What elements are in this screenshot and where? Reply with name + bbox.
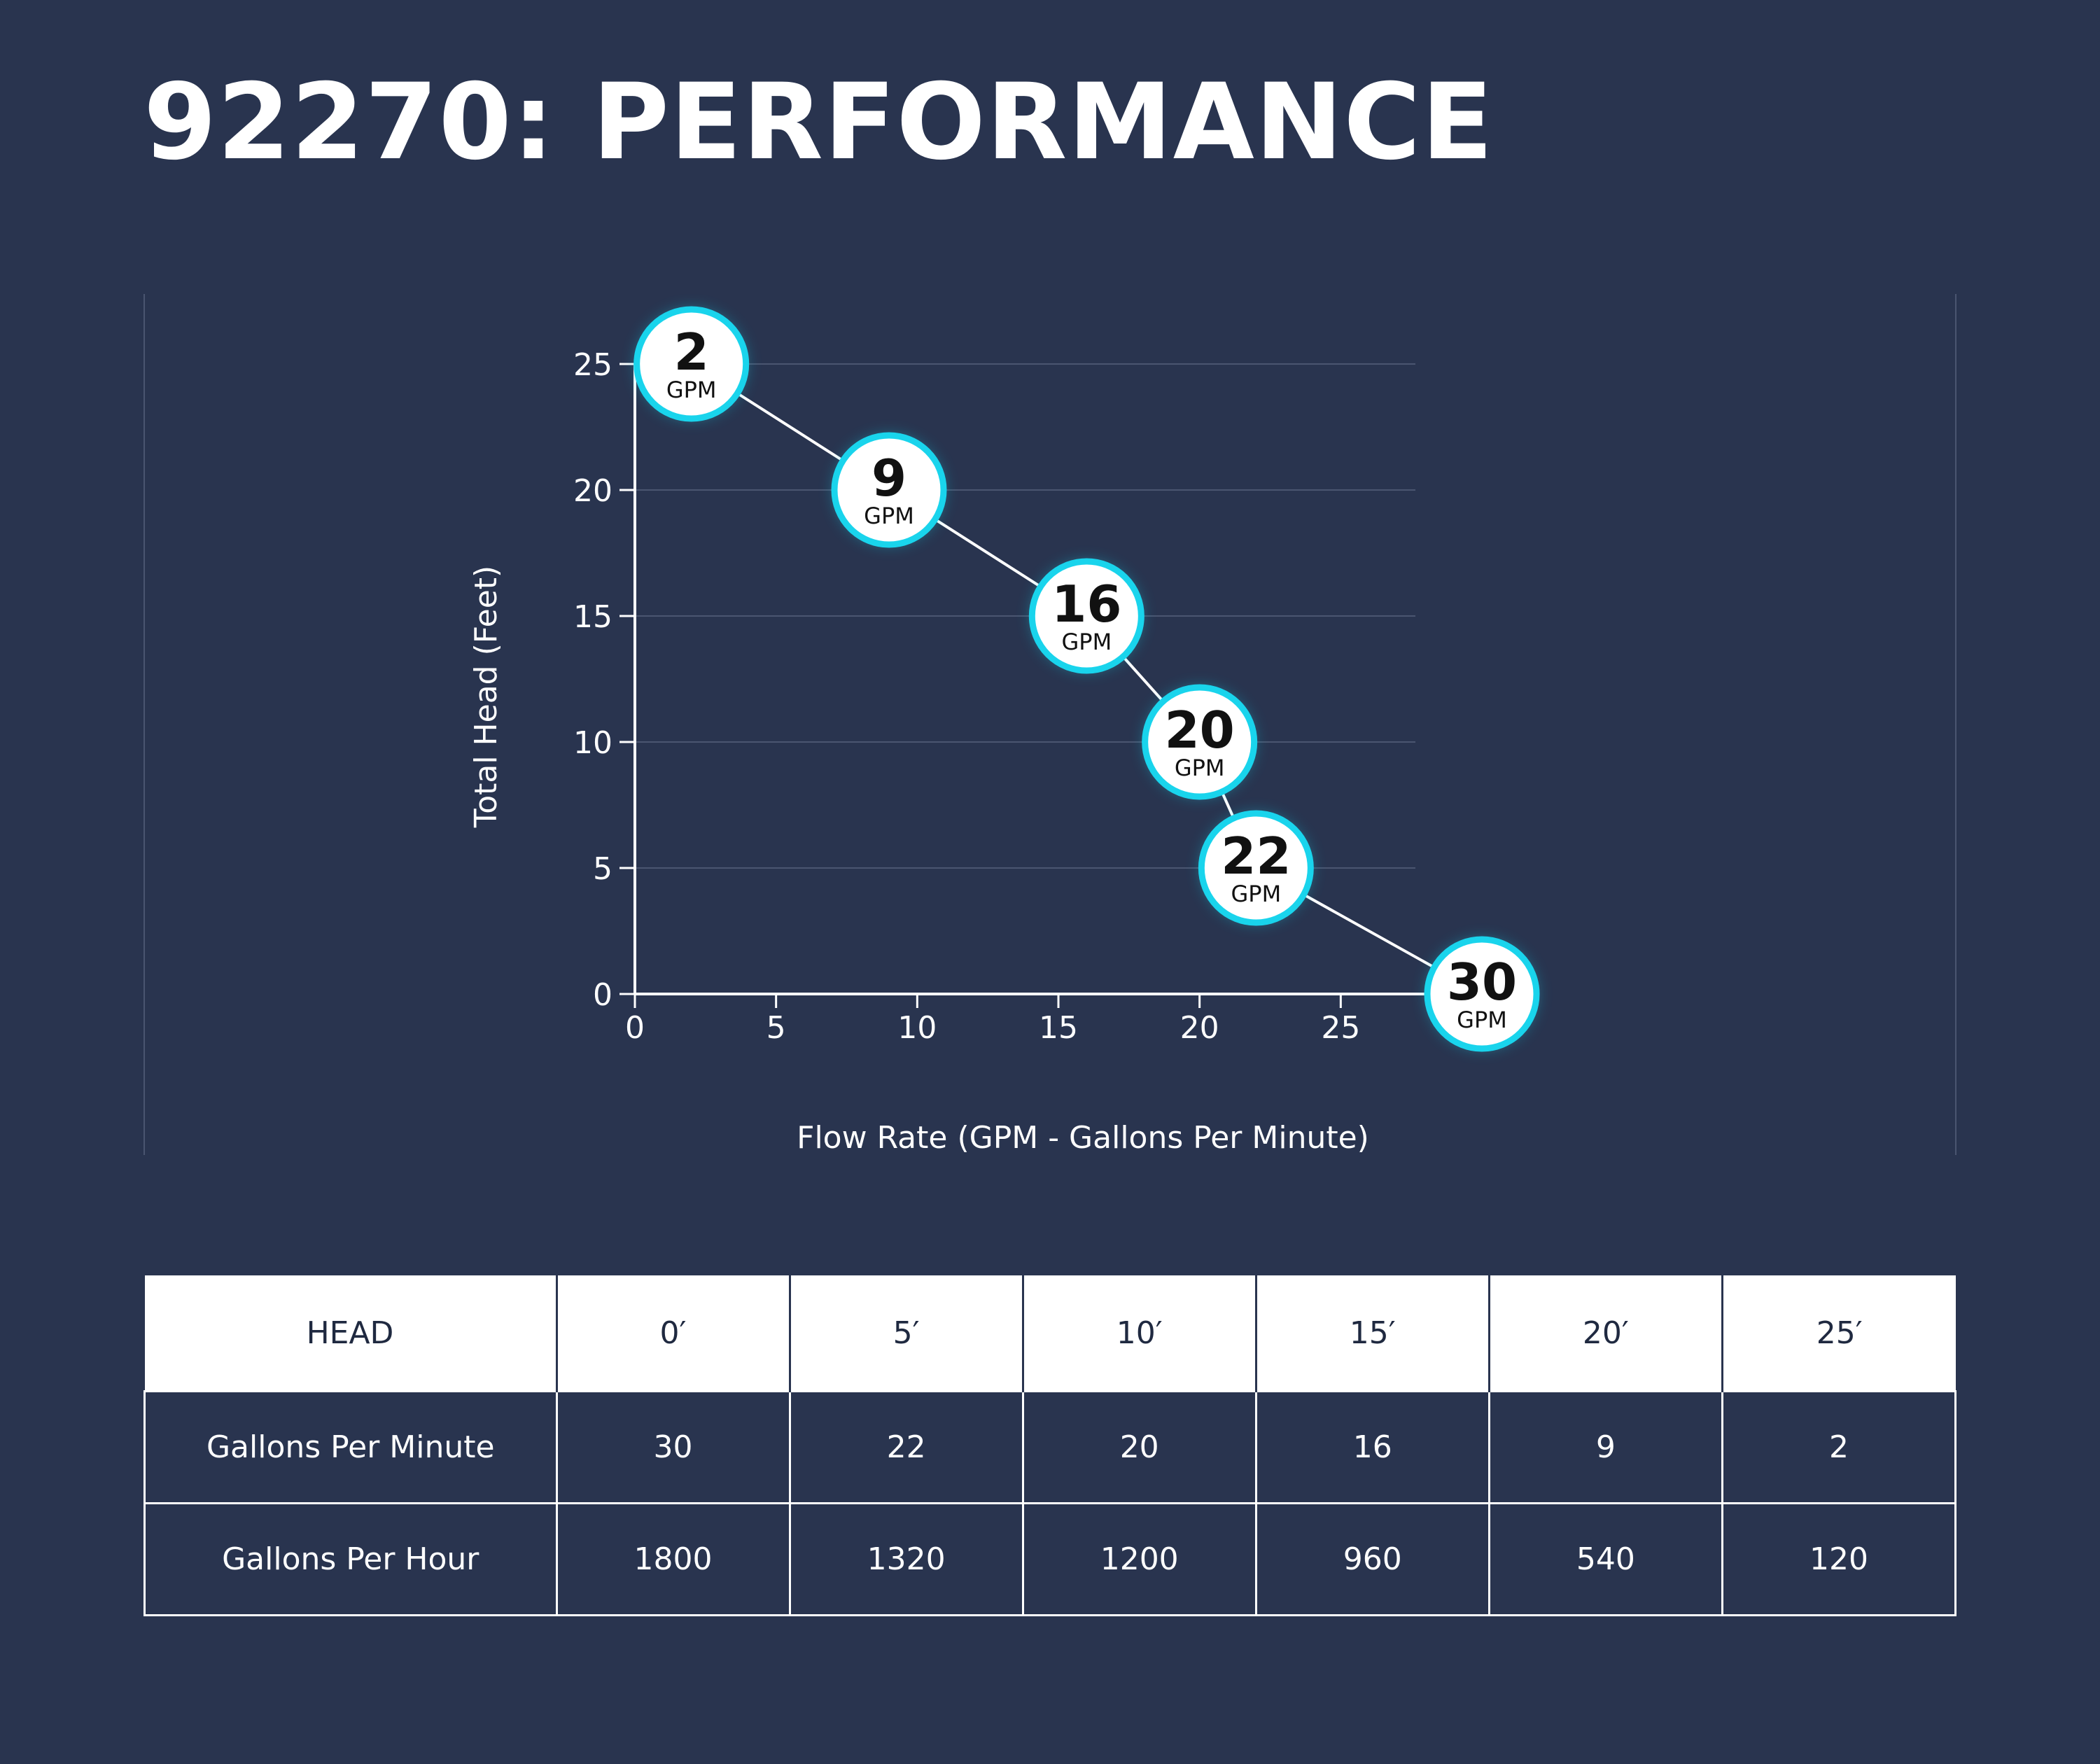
marker-circle bbox=[634, 306, 750, 422]
marker-circle bbox=[831, 432, 947, 548]
y-axis-label: Total Head (Feet) bbox=[468, 566, 504, 828]
series-line bbox=[690, 363, 1483, 995]
marker-circle bbox=[1142, 684, 1258, 800]
table-header-cell: HEAD bbox=[144, 1275, 556, 1392]
marker-circle bbox=[1424, 936, 1540, 1052]
data-unit-label: GPM bbox=[1061, 629, 1112, 655]
table-cell: 1200 bbox=[1021, 1502, 1257, 1616]
data-label: 22 bbox=[1221, 827, 1291, 886]
table-header-row: HEAD 0′ 5′ 10′ 15′ 20′ 25′ bbox=[144, 1275, 1956, 1392]
page-title: 92270: PERFORMANCE bbox=[144, 62, 1494, 183]
y-tick-label: 25 bbox=[573, 347, 612, 383]
table-cell: 22 bbox=[788, 1390, 1024, 1504]
data-unit-label: GPM bbox=[1231, 881, 1281, 907]
table-cell: 16 bbox=[1254, 1390, 1490, 1504]
data-label: 9 bbox=[872, 449, 906, 507]
table-row: Gallons Per Minute 30 22 20 16 9 2 bbox=[144, 1390, 1957, 1504]
table-header-cell: 15′ bbox=[1254, 1275, 1490, 1392]
data-label: 2 bbox=[674, 323, 709, 382]
table-header-cell: 10′ bbox=[1021, 1275, 1256, 1392]
table-cell: 540 bbox=[1488, 1502, 1723, 1616]
marker-circle bbox=[1198, 810, 1314, 926]
table-row: Gallons Per Hour 1800 1320 1200 960 540 … bbox=[144, 1502, 1957, 1616]
table-cell: 9 bbox=[1488, 1390, 1723, 1504]
table-cell: 960 bbox=[1254, 1502, 1490, 1616]
x-tick-label: 5 bbox=[766, 1010, 786, 1046]
y-tick-label: 0 bbox=[593, 977, 612, 1013]
data-unit-label: GPM bbox=[864, 503, 914, 529]
y-tick-label: 20 bbox=[573, 473, 612, 509]
y-tick-label: 10 bbox=[573, 725, 612, 761]
performance-table: HEAD 0′ 5′ 10′ 15′ 20′ 25′ Gallons Per M… bbox=[144, 1275, 1957, 1616]
data-label: 16 bbox=[1051, 575, 1121, 634]
row-label: Gallons Per Minute bbox=[144, 1390, 558, 1504]
x-tick-label: 25 bbox=[1321, 1010, 1360, 1046]
x-axis-label: Flow Rate (GPM - Gallons Per Minute) bbox=[797, 1120, 1369, 1155]
x-tick-label: 0 bbox=[625, 1010, 645, 1046]
table-cell: 1800 bbox=[555, 1502, 791, 1616]
chart-frame: 0 5 10 15 20 25 0 5 10 15 20 25 2 GPM 9 GPM 16 GPM 20 GPM 2… bbox=[144, 294, 1956, 1155]
data-label: 20 bbox=[1165, 701, 1235, 760]
table-cell: 20 bbox=[1021, 1390, 1257, 1504]
row-label: Gallons Per Hour bbox=[144, 1502, 558, 1616]
data-unit-label: GPM bbox=[1175, 755, 1225, 781]
y-tick-label: 5 bbox=[593, 851, 612, 887]
table-header-cell: 5′ bbox=[788, 1275, 1023, 1392]
x-tick-label: 10 bbox=[897, 1010, 937, 1046]
table-header-cell: 25′ bbox=[1721, 1275, 1956, 1392]
x-tick-label: 20 bbox=[1180, 1010, 1219, 1046]
data-label: 30 bbox=[1447, 953, 1517, 1011]
y-tick-label: 15 bbox=[573, 599, 612, 635]
data-unit-label: GPM bbox=[1457, 1007, 1507, 1033]
table-cell: 120 bbox=[1721, 1502, 1957, 1616]
table-cell: 2 bbox=[1721, 1390, 1957, 1504]
x-tick-label: 15 bbox=[1039, 1010, 1078, 1046]
data-unit-label: GPM bbox=[666, 377, 717, 403]
table-cell: 1320 bbox=[788, 1502, 1024, 1616]
table-cell: 30 bbox=[555, 1390, 791, 1504]
marker-circle bbox=[1028, 558, 1144, 674]
table-header-cell: 20′ bbox=[1488, 1275, 1723, 1392]
table-header-cell: 0′ bbox=[555, 1275, 790, 1392]
